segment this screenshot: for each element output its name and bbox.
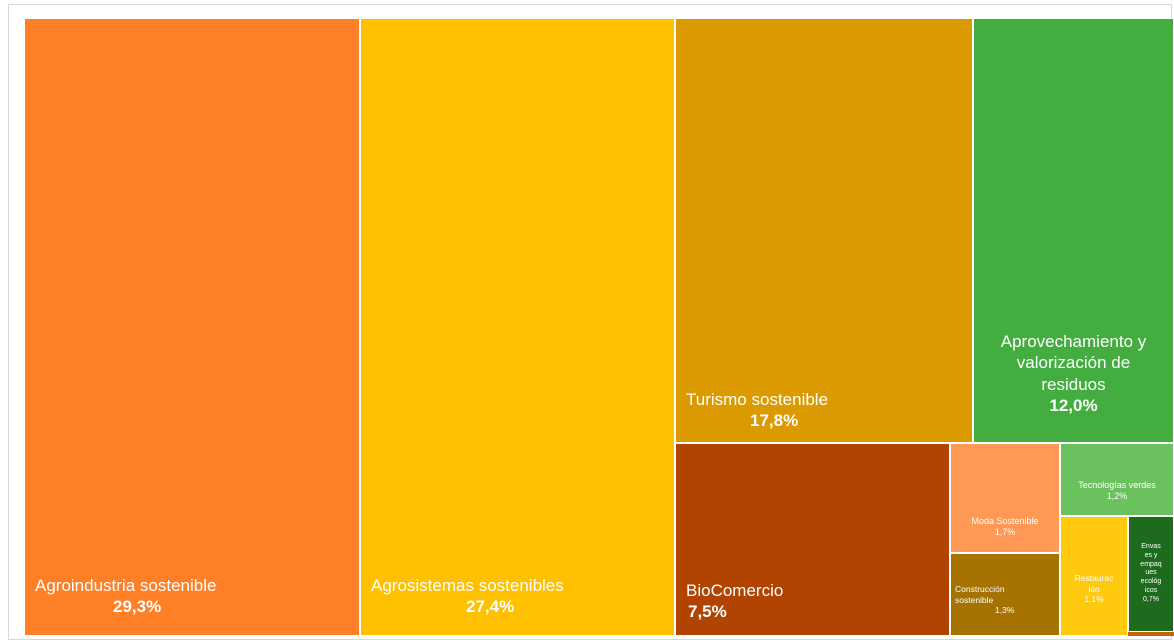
tile-percentage: 0,7% [1129,596,1173,605]
tile-label: Agroindustria sostenible 29,3% [35,575,216,618]
treemap-tile: Agroindustria sostenible 29,3% [24,18,360,636]
tile-label: Turismo sostenible 17,8% [686,389,828,432]
tile-percentage: 12,0% [974,395,1173,416]
tile-label: Tecnologías verdes 1,2% [1061,480,1173,503]
tile-label: Envas es y empaq ues ecológ icos 0,7% [1129,543,1173,604]
tile-name: Construcción sostenible [955,584,1014,605]
treemap-tile: Construcción sostenible 1,3% [950,553,1060,636]
treemap-tile: Turismo sostenible 17,8% [675,18,973,443]
tile-percentage: 1,2% [1061,491,1173,502]
tile-label: Restaurac ión 1,1% [1061,573,1127,605]
tile-name: Aprovechamiento y valorización de residu… [974,331,1173,395]
treemap-tile: Envas es y empaq ues ecológ icos 0,7% [1128,516,1174,632]
tile-name: Envas es y empaq ues ecológ icos [1129,543,1173,596]
tile-name: Moda Sostenible [951,516,1059,527]
treemap-tile: Aprovechamiento y valorización de residu… [973,18,1174,443]
tile-name: Agroindustria sostenible [35,575,216,596]
treemap-tile: BioComercio 7,5% [675,443,950,636]
tile-label: BioComercio 7,5% [686,580,783,623]
tile-label: Agrosistemas sostenibles 27,4% [371,575,564,618]
treemap-sliver-tile [1128,632,1174,636]
tile-label: Aprovechamiento y valorización de residu… [974,331,1173,416]
tile-label: Construcción sostenible 1,3% [955,584,1014,616]
tile-percentage: 1,1% [1061,594,1127,605]
tile-name: BioComercio [686,580,783,601]
tile-name: Agrosistemas sostenibles [371,575,564,596]
tile-percentage: 7,5% [686,601,783,622]
tile-name: Restaurac ión [1061,573,1127,594]
treemap-tile: Tecnologías verdes 1,2% [1060,443,1174,516]
treemap-tile: Moda Sostenible 1,7% [950,443,1060,553]
tile-percentage: 17,8% [686,410,828,431]
treemap-tile: Restaurac ión 1,1% [1060,516,1128,636]
treemap-tile: Agrosistemas sostenibles 27,4% [360,18,675,636]
tile-percentage: 27,4% [371,596,564,617]
tile-percentage: 1,3% [955,605,1014,616]
tile-name: Turismo sostenible [686,389,828,410]
tile-percentage: 29,3% [35,596,216,617]
tile-percentage: 1,7% [951,527,1059,538]
tile-name: Tecnologías verdes [1061,480,1173,491]
tile-label: Moda Sostenible 1,7% [951,516,1059,539]
